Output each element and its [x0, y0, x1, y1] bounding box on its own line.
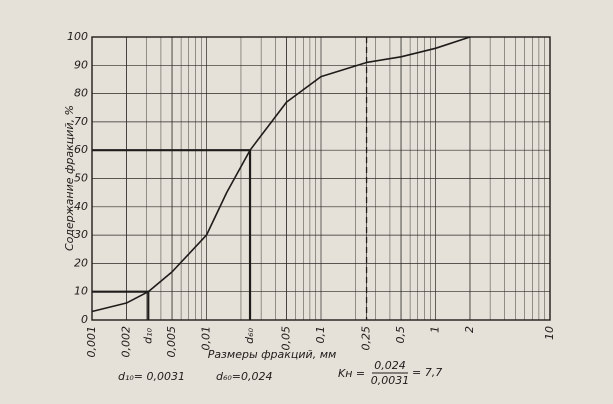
x-tick-label: 10 [543, 326, 556, 340]
y-tick-label: 10 [74, 285, 88, 298]
coefficient-name: Kн = [338, 367, 365, 380]
x-tick-label: 0,1 [314, 326, 327, 344]
x-tick-label: 0,001 [85, 326, 98, 358]
guide-note: d₁₀= 0,0031 [118, 370, 185, 383]
plot-frame [91, 36, 551, 321]
y-tick-label: 90 [74, 58, 88, 71]
x-tick-label: 0,5 [394, 326, 407, 344]
curve [91, 36, 471, 313]
y-tick-label: 100 [67, 30, 88, 43]
x-tick-label: 0,25 [360, 326, 373, 351]
y-tick-label: 40 [74, 200, 88, 213]
y-tick-label: 20 [74, 256, 88, 269]
x-tick-label: 0,01 [200, 326, 213, 351]
y-tick-label: 50 [74, 172, 88, 185]
y-tick-label: 70 [74, 115, 88, 128]
guide-axis-label: d₆₀ [243, 327, 256, 343]
y-tick-label: 0 [81, 313, 88, 326]
x-tick-label: 1 [429, 326, 442, 333]
y-axis-label: Содержание фракций, % [63, 105, 76, 251]
y-tick-label: 30 [74, 228, 88, 241]
x-tick-label: 0,005 [165, 326, 178, 358]
coefficient-numerator: 0,024 [374, 359, 406, 372]
coefficient-denominator: 0,0031 [371, 374, 410, 387]
guide-note: d₆₀=0,024 [216, 370, 273, 383]
x-axis-label: Размеры фракций, мм [208, 348, 337, 361]
guide-axis-label: d₁₀ [141, 327, 154, 343]
coefficient-result: = 7,7 [412, 366, 442, 379]
x-tick-label: 2 [463, 326, 476, 333]
y-tick-label: 80 [74, 87, 88, 100]
x-tick-label: 0,002 [119, 326, 132, 358]
y-tick-label: 60 [74, 143, 88, 156]
x-tick-label: 0,05 [280, 326, 293, 351]
